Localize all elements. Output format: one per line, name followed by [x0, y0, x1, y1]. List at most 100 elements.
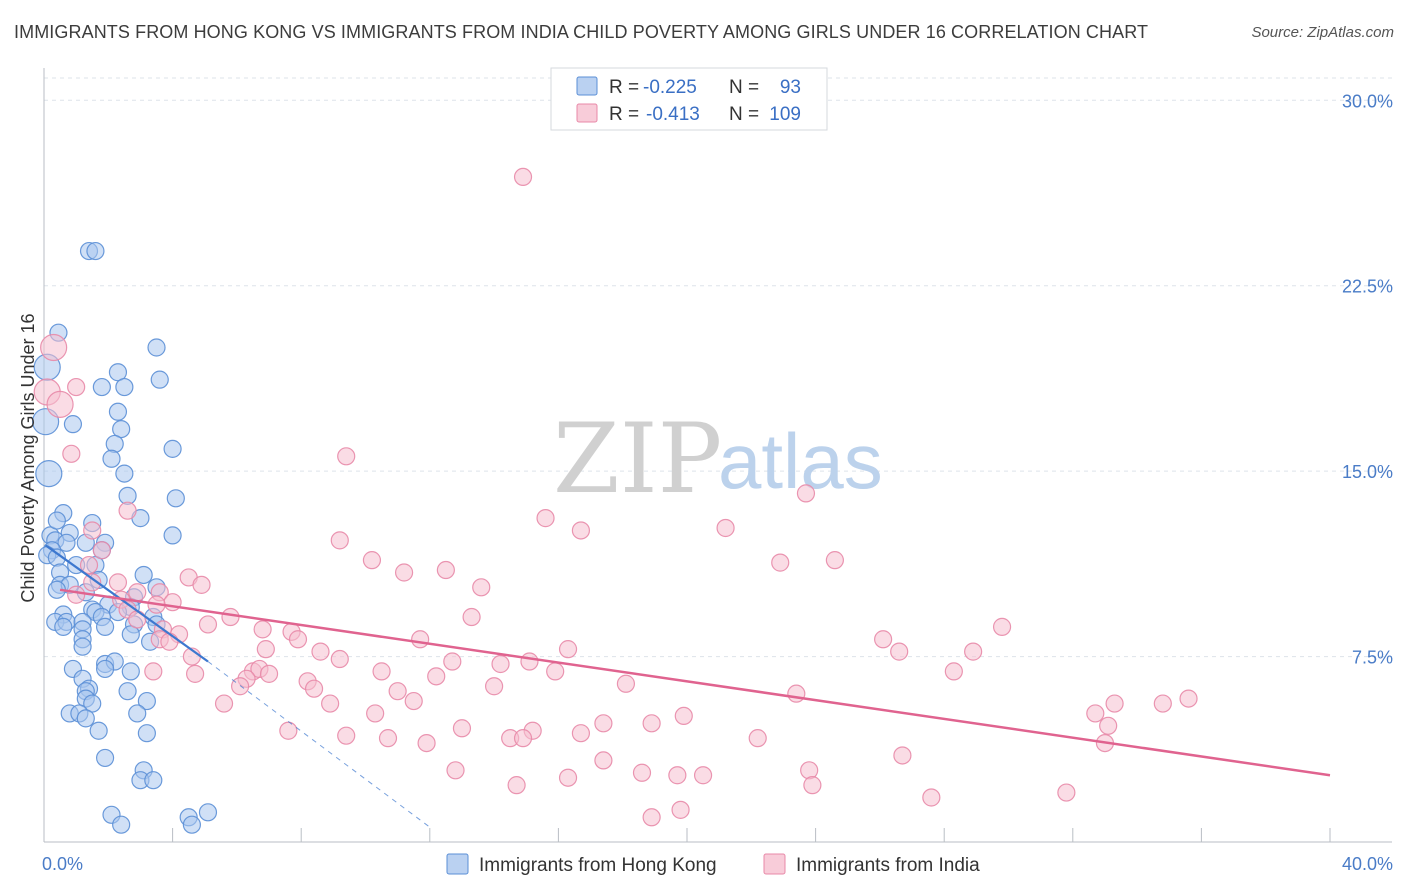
point-india-84: [279, 721, 298, 740]
point-india-99: [446, 761, 465, 780]
point-hk-3: [147, 338, 166, 357]
legend-swatch-hk: [576, 76, 598, 96]
trendline-hk: [44, 544, 209, 663]
point-hk-89: [198, 803, 218, 822]
legend-n-label-hk: N =: [729, 77, 759, 98]
point-india-106: [803, 776, 822, 795]
x-tick-label-0: 0.0%: [42, 854, 83, 874]
point-india-104: [693, 766, 713, 785]
point-india-37: [253, 620, 272, 639]
point-india-72: [787, 684, 806, 703]
point-india-71: [616, 674, 636, 693]
point-hk-17: [115, 464, 134, 483]
point-india-105: [507, 776, 526, 795]
point-india-15: [79, 555, 99, 575]
point-india-18: [394, 563, 414, 582]
legend-r-value-hk: -0.225: [643, 77, 697, 98]
point-india-58: [186, 664, 205, 683]
point-india-93: [1153, 694, 1172, 713]
point-india-0: [40, 333, 68, 362]
point-india-19: [771, 553, 790, 572]
legend-n-label-india: N =: [729, 104, 759, 125]
legend-swatch-india: [576, 103, 598, 123]
point-india-92: [1105, 694, 1124, 713]
axes-layer: [43, 68, 1392, 843]
legend-n-value-india: 109: [769, 104, 801, 125]
point-hk-79: [76, 709, 95, 728]
point-india-17: [436, 560, 455, 580]
point-hk-86: [144, 771, 163, 790]
point-hk-76: [137, 691, 156, 711]
point-india-49: [311, 642, 330, 661]
point-india-85: [337, 726, 356, 745]
point-india-66: [231, 677, 250, 696]
bottom-legend-label-hk: Immigrants from Hong Kong: [479, 855, 717, 876]
y-axis-title: Child Poverty Among Girls Under 16: [18, 313, 38, 602]
point-india-27: [67, 585, 86, 604]
point-india-76: [404, 691, 423, 711]
y-tick-label-1: 15.0%: [1342, 462, 1393, 482]
trendline-hk-extension: [207, 661, 431, 828]
point-india-25: [472, 578, 491, 597]
legend-r-label-india: R =: [609, 104, 639, 125]
point-india-35: [128, 610, 147, 629]
point-india-101: [558, 768, 578, 787]
point-hk-16: [35, 459, 63, 488]
point-india-73: [944, 662, 963, 681]
point-india-63: [427, 667, 446, 686]
point-india-56: [964, 642, 983, 661]
point-hk-81: [89, 721, 108, 740]
point-india-110: [671, 800, 690, 819]
y-tick-label-2: 22.5%: [1342, 277, 1393, 297]
legend-box: R = -0.225 N = 93 R = -0.413 N = 109: [550, 67, 828, 131]
point-india-82: [452, 719, 472, 738]
point-india-13: [330, 531, 349, 550]
point-india-33: [221, 607, 240, 627]
point-hk-1: [86, 241, 105, 261]
point-india-47: [558, 640, 578, 659]
point-india-11: [571, 521, 591, 540]
trendline-india: [59, 588, 1331, 777]
point-india-55: [890, 642, 909, 661]
bottom-legend-swatch-india: [763, 853, 786, 875]
point-india-16: [362, 551, 382, 570]
point-india-45: [874, 630, 893, 649]
point-hk-25: [163, 526, 182, 545]
point-hk-69: [121, 662, 140, 681]
bottom-legend-swatch-hk: [446, 853, 469, 875]
watermark: ZIP atlas: [553, 403, 883, 515]
bottom-legend-label-india: Immigrants from India: [796, 855, 980, 876]
tick-label-layer: 7.5% 15.0% 22.5% 30.0% 0.0% 40.0%: [42, 91, 1393, 874]
point-india-69: [388, 682, 407, 701]
point-india-26: [128, 583, 147, 602]
point-india-36: [198, 615, 218, 634]
x-tick-label-1: 40.0%: [1342, 854, 1393, 874]
point-india-54: [520, 652, 539, 671]
point-hk-14: [163, 439, 182, 458]
point-india-61: [259, 664, 279, 683]
point-india-51: [330, 649, 349, 669]
point-india-8: [536, 509, 555, 528]
point-india-90: [748, 729, 767, 748]
point-india-86: [378, 729, 398, 748]
point-india-42: [288, 630, 308, 649]
source-label: Source: ZipAtlas.com: [1251, 24, 1394, 41]
point-india-64: [546, 662, 565, 681]
point-hk-15: [102, 449, 121, 468]
trend-layer: [44, 544, 1331, 828]
point-india-108: [1057, 783, 1076, 802]
point-india-89: [513, 729, 533, 748]
point-india-95: [1099, 716, 1118, 735]
point-india-91: [1086, 704, 1105, 723]
point-india-74: [214, 694, 234, 713]
point-india-4: [62, 444, 81, 463]
point-hk-11: [63, 415, 83, 434]
point-india-7: [796, 484, 816, 503]
point-india-48: [256, 640, 275, 659]
point-india-34: [462, 607, 481, 627]
point-india-44: [411, 630, 430, 649]
point-india-14: [92, 541, 111, 560]
point-hk-13: [105, 434, 124, 454]
point-hk-82: [137, 724, 156, 743]
